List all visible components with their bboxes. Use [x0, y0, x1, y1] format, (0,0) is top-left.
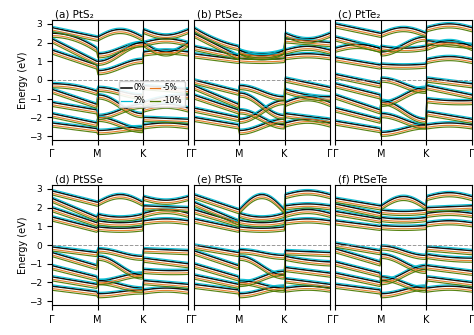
Y-axis label: Energy (eV): Energy (eV) — [18, 51, 28, 109]
Legend: 0%, 2%, -5%, -10%: 0%, 2%, -5%, -10% — [118, 81, 184, 108]
Text: (c) PtTe₂: (c) PtTe₂ — [338, 9, 381, 19]
Text: (e) PtSTe: (e) PtSTe — [197, 175, 242, 185]
Text: (d) PtSSe: (d) PtSSe — [55, 175, 103, 185]
Text: (f) PtSeTe: (f) PtSeTe — [338, 175, 387, 185]
Text: (b) PtSe₂: (b) PtSe₂ — [197, 9, 242, 19]
Text: (a) PtS₂: (a) PtS₂ — [55, 9, 93, 19]
Y-axis label: Energy (eV): Energy (eV) — [18, 216, 28, 274]
